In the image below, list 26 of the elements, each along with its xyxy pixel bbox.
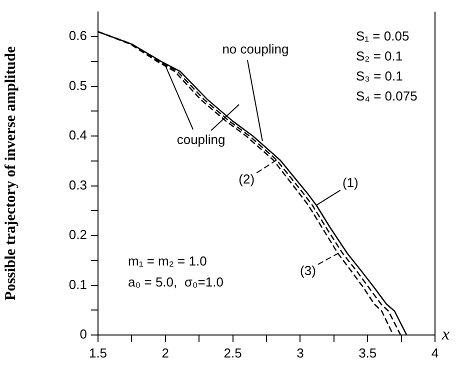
- annotation: S₄ = 0.075: [356, 88, 418, 104]
- x-tick-label: 2: [162, 345, 170, 360]
- legend-label: (3): [300, 263, 316, 278]
- annotation: m₁ = m₂ = 1.0: [128, 254, 207, 269]
- y-axis-title: Possible trajectory of inverse amplitude: [2, 46, 19, 300]
- y-tick-label: 0.4: [68, 128, 87, 143]
- annotation: no coupling: [222, 42, 289, 57]
- annotation: S₃ = 0.1: [356, 68, 403, 84]
- y-tick-label: 0.6: [68, 28, 87, 44]
- y-tick-label: 0.5: [68, 78, 87, 93]
- y-tick-label: 0.2: [68, 227, 87, 242]
- annotation: S₂ = 0.1: [356, 48, 403, 64]
- annotation: S₁ = 0.05: [356, 28, 410, 44]
- y-tick-label: 0: [80, 326, 87, 342]
- legend-label: (2): [238, 172, 255, 187]
- y-tick-label: 0.1: [68, 276, 87, 292]
- x-tick-label: 3.5: [358, 345, 377, 360]
- annotation: a₀ = 5.0, σ₀=1.0: [128, 274, 224, 290]
- x-tick-label: 3: [296, 345, 304, 360]
- y-tick-label: 0.3: [68, 177, 87, 192]
- annotation: coupling: [176, 132, 226, 148]
- x-tick-label: 2.5: [224, 345, 242, 360]
- x-tick-label: 4: [431, 345, 439, 360]
- x-tick-label: 1.5: [88, 345, 108, 360]
- text: (1): [342, 174, 358, 190]
- x-axis-title: x: [441, 324, 450, 344]
